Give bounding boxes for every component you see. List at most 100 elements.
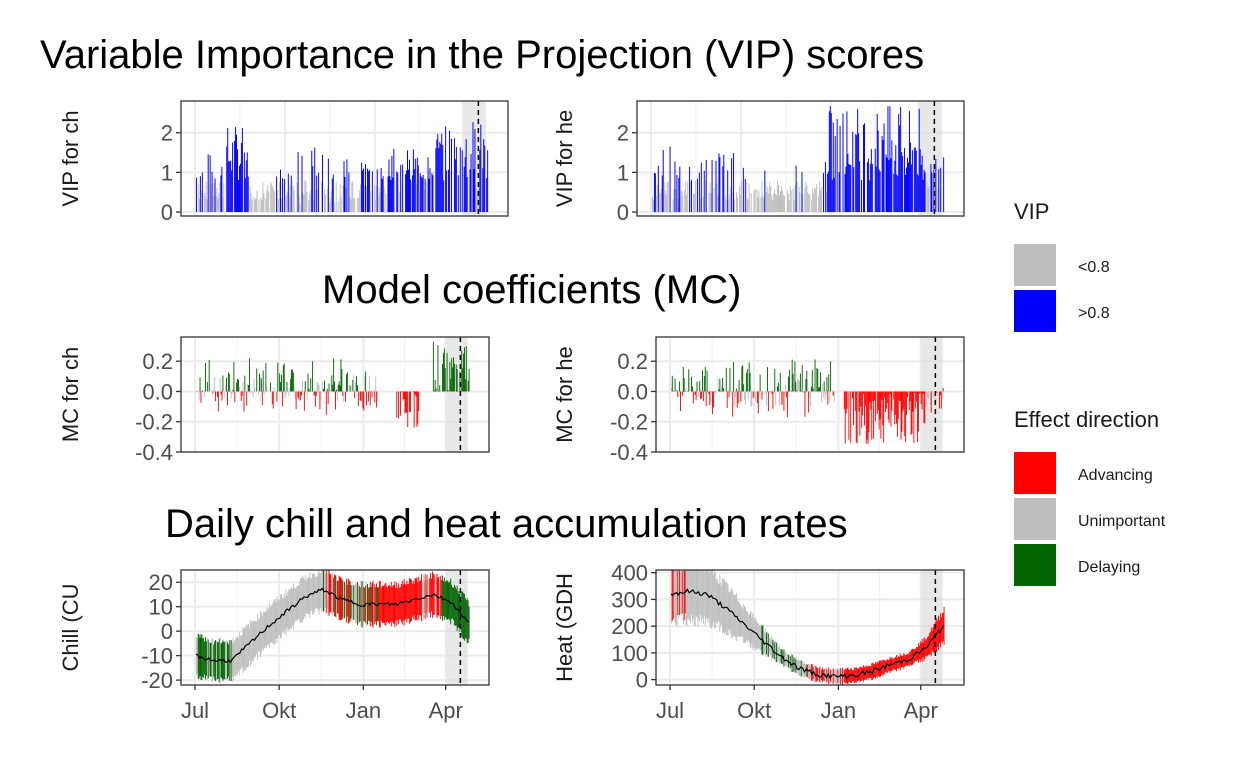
bar-mc_heat xyxy=(887,391,889,420)
ribbon-rate_chill xyxy=(226,641,228,680)
ribbon-rate_heat xyxy=(834,669,836,684)
bar-mc_chill xyxy=(286,381,288,392)
ribbon-rate_chill xyxy=(299,580,301,622)
bar-vip_chill xyxy=(390,180,392,213)
bar-vip_heat xyxy=(829,106,831,213)
bar-mc_chill xyxy=(228,373,230,392)
bar-vip_heat xyxy=(786,190,788,213)
ribbon-rate_chill xyxy=(372,580,374,628)
bar-vip_chill xyxy=(327,158,329,213)
bar-vip_chill xyxy=(245,160,247,213)
bar-mc_chill xyxy=(205,363,206,392)
bar-vip_chill xyxy=(227,128,229,213)
bar-mc_chill xyxy=(217,391,219,412)
bar-mc_chill xyxy=(432,341,434,392)
bar-vip_chill xyxy=(213,183,215,213)
ylab-mc-heat: MC for he xyxy=(552,346,577,443)
bar-vip_chill xyxy=(427,157,429,213)
bar-vip_chill xyxy=(417,165,419,213)
bar-vip_chill xyxy=(344,176,346,213)
bar-mc_chill xyxy=(322,381,324,392)
bar-mc_heat xyxy=(867,391,869,444)
bar-vip_chill xyxy=(235,127,237,213)
bar-mc_heat xyxy=(814,359,816,392)
bar-vip_heat xyxy=(805,181,807,213)
bar-mc_heat xyxy=(908,391,910,411)
ribbon-rate_heat xyxy=(903,653,905,669)
bar-vip_heat xyxy=(826,173,828,213)
bar-vip_chill xyxy=(238,165,240,213)
ribbon-rate_heat xyxy=(711,570,713,629)
bar-mc_chill xyxy=(240,391,242,401)
bar-vip_chill xyxy=(297,152,299,213)
bar-mc_heat xyxy=(698,391,700,398)
ytick-label-mc_chill: 0.0 xyxy=(142,379,173,404)
bar-mc_chill xyxy=(364,375,366,392)
bar-vip_chill xyxy=(207,154,209,213)
bar-vip_chill xyxy=(287,173,289,213)
bar-mc_heat xyxy=(788,376,789,392)
bar-mc_heat xyxy=(672,391,674,393)
bar-mc_chill xyxy=(328,383,330,392)
bar-vip_heat xyxy=(702,196,704,213)
bar-vip_chill xyxy=(348,172,350,213)
bar-mc_chill xyxy=(418,391,420,412)
panel-vip_chill: 0 1 2 VIP for ch xyxy=(58,100,509,225)
bar-mc_chill xyxy=(336,391,338,402)
bar-mc_chill xyxy=(350,386,352,392)
bar-vip_chill xyxy=(465,139,467,213)
bar-vip_heat xyxy=(923,169,925,213)
bar-vip_heat xyxy=(845,166,847,213)
bar-vip_heat xyxy=(719,156,721,213)
bar-vip_chill xyxy=(436,139,438,213)
ribbon-rate_chill xyxy=(400,584,402,623)
bar-mc_chill xyxy=(324,380,325,392)
bar-vip_heat xyxy=(684,189,686,213)
bar-mc_heat xyxy=(863,391,865,426)
bar-vip_heat xyxy=(736,197,738,213)
ytick-label-vip_heat: 2 xyxy=(617,121,629,146)
bar-mc_heat xyxy=(804,391,806,417)
bar-mc_chill xyxy=(414,391,416,395)
ribbon-rate_heat xyxy=(817,668,819,681)
bar-mc_chill xyxy=(233,361,235,392)
bar-vip_chill xyxy=(360,184,362,213)
bar-vip_chill xyxy=(391,155,393,213)
ribbon-rate_heat xyxy=(682,570,684,625)
bar-mc_chill xyxy=(333,358,335,392)
bar-vip_heat xyxy=(651,196,653,213)
bar-vip_chill xyxy=(277,190,279,213)
xtick-label-rate_heat: Okt xyxy=(737,698,771,723)
ribbon-rate_heat xyxy=(933,624,935,653)
ribbon-rate_heat xyxy=(708,572,710,619)
ribbon-rate_heat xyxy=(832,668,834,684)
bar-mc_chill xyxy=(313,391,314,397)
bar-vip_chill xyxy=(217,198,219,213)
bar-vip_chill xyxy=(441,133,443,213)
bar-vip_chill xyxy=(195,177,197,213)
bar-vip_chill xyxy=(270,182,272,213)
bar-mc_chill xyxy=(285,391,287,395)
bar-vip_chill xyxy=(249,187,251,213)
ribbon-rate_chill xyxy=(442,580,444,617)
ribbon-rate_heat xyxy=(831,668,833,684)
bar-vip_heat xyxy=(917,175,919,213)
bar-vip_chill xyxy=(254,199,256,213)
bar-mc_chill xyxy=(309,391,311,392)
ribbon-rate_heat xyxy=(714,572,716,628)
bar-vip_heat xyxy=(776,195,778,213)
bar-vip_chill xyxy=(280,169,281,213)
bar-mc_chill xyxy=(247,383,249,392)
ribbon-rate_heat xyxy=(818,668,820,681)
bar-mc_heat xyxy=(766,391,767,406)
mask-left-row3 xyxy=(0,560,56,710)
bar-vip_heat xyxy=(883,123,885,213)
ribbon-rate_heat xyxy=(917,647,918,661)
bar-mc_heat xyxy=(702,391,704,401)
bar-vip_chill xyxy=(354,198,356,213)
ribbon-rate_heat xyxy=(765,628,767,657)
bar-mc_heat xyxy=(916,391,918,402)
bar-vip_heat xyxy=(809,194,811,213)
bar-mc_chill xyxy=(241,391,243,396)
ribbon-rate_heat xyxy=(820,669,822,681)
